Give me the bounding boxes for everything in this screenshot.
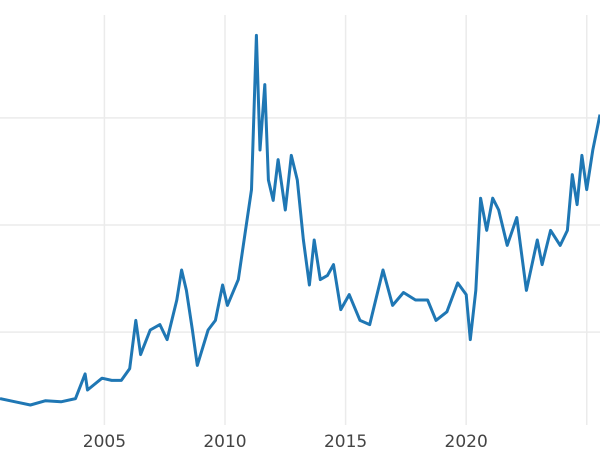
series-line [0,33,600,407]
x-tick-label: 2015 [324,432,367,450]
x-tick-label: 2005 [83,432,126,450]
x-tick-label: 2020 [445,432,488,450]
gridlines [0,15,600,425]
x-tick-label: 2010 [203,432,246,450]
x-axis-ticks: 2005 2010 2015 2020 [83,432,488,450]
